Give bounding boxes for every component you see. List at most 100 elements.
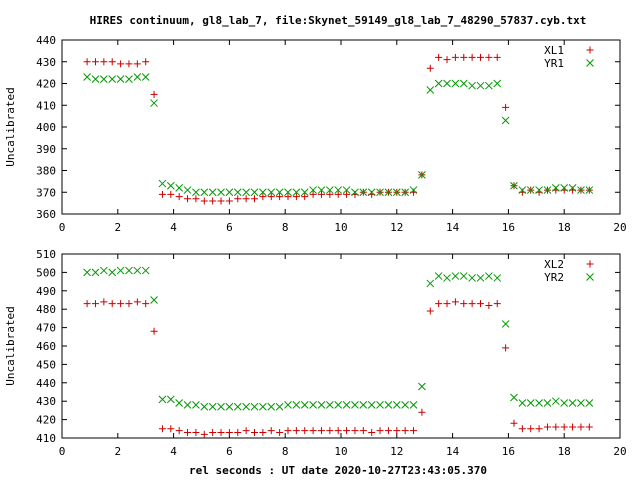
cross-marker <box>267 402 276 411</box>
x-tick-label: 8 <box>282 221 289 234</box>
legend-label: YR2 <box>544 271 564 284</box>
data-point <box>158 190 166 198</box>
data-point <box>468 53 476 61</box>
data-point <box>334 186 343 194</box>
plus-marker <box>543 423 551 431</box>
data-point <box>91 75 100 84</box>
plus-marker <box>585 423 593 431</box>
data-point <box>535 186 543 194</box>
data-point <box>300 401 309 409</box>
data-point <box>577 186 585 194</box>
plus-marker <box>418 408 426 416</box>
data-point <box>83 300 91 308</box>
plus-marker <box>510 419 518 427</box>
plus-marker <box>317 427 325 435</box>
cross-marker <box>125 75 133 84</box>
cross-marker <box>376 188 384 197</box>
data-point <box>376 427 384 435</box>
chart-panel-1: 0 2 4 6 8 10 12 14 16 18 20 360 370 380 390 400 410 420 43… <box>4 34 627 234</box>
cross-marker <box>108 268 117 277</box>
data-point <box>351 188 359 197</box>
y-tick-label: 380 <box>36 165 56 178</box>
cross-marker <box>242 402 250 411</box>
cross-marker <box>568 184 577 192</box>
data-point <box>83 58 91 66</box>
legend-label: YR1 <box>544 57 564 70</box>
data-point <box>91 300 99 308</box>
data-point <box>158 179 167 188</box>
data-point <box>108 75 117 84</box>
data-point <box>116 266 125 275</box>
cross-marker <box>166 395 175 404</box>
data-point <box>435 300 443 308</box>
x-tick-label: 12 <box>390 445 403 458</box>
cross-marker <box>560 399 569 407</box>
x-tick-label: 10 <box>334 221 347 234</box>
data-point <box>100 58 108 66</box>
data-point <box>83 268 91 277</box>
data-point <box>359 188 368 197</box>
data-point <box>543 186 552 194</box>
cross-marker <box>83 73 91 81</box>
data-point <box>384 401 393 409</box>
cross-marker <box>518 186 527 194</box>
data-point <box>493 79 502 88</box>
x-tick-label: 2 <box>114 445 121 458</box>
data-point <box>233 188 242 197</box>
data-point <box>568 399 577 407</box>
data-point <box>392 188 401 197</box>
cross-marker <box>451 272 460 280</box>
data-point <box>276 193 284 201</box>
data-point <box>217 402 225 411</box>
cross-marker <box>418 170 426 179</box>
data-point <box>518 425 526 433</box>
plus-marker <box>108 300 116 308</box>
data-point <box>309 190 317 198</box>
cross-marker <box>183 186 192 194</box>
data-point <box>192 428 200 436</box>
cross-marker <box>351 188 359 197</box>
cross-marker <box>334 401 343 409</box>
data-point <box>477 300 484 308</box>
cross-marker <box>150 296 158 304</box>
x-tick-label: 10 <box>334 445 347 458</box>
data-point <box>192 401 200 409</box>
cross-marker <box>200 188 209 197</box>
data-point <box>175 184 184 192</box>
cross-marker <box>259 188 267 197</box>
cross-marker <box>309 401 317 409</box>
data-point <box>217 188 225 197</box>
legend-cross-marker <box>586 273 594 281</box>
data-point <box>292 188 301 197</box>
data-point <box>284 193 292 201</box>
plus-marker <box>217 197 225 205</box>
data-point <box>435 53 443 61</box>
y-tick-label: 490 <box>36 285 56 298</box>
y-tick-label: 370 <box>36 186 56 199</box>
data-point <box>217 197 225 205</box>
data-point <box>342 186 351 194</box>
data-point <box>501 320 510 328</box>
cross-marker <box>99 75 108 84</box>
plus-marker <box>485 302 493 310</box>
cross-marker <box>409 186 418 194</box>
plus-marker <box>301 427 309 435</box>
cross-marker <box>443 274 451 282</box>
plus-marker <box>443 300 451 308</box>
legend-plus-marker <box>586 46 594 54</box>
data-point <box>343 427 351 435</box>
plus-marker <box>91 300 99 308</box>
data-point <box>200 197 208 205</box>
data-point <box>443 300 451 308</box>
cross-marker <box>451 79 460 88</box>
x-tick-label: 4 <box>170 445 177 458</box>
plus-marker <box>410 427 418 435</box>
plus-marker <box>343 190 351 198</box>
data-point <box>208 402 217 411</box>
cross-marker <box>468 81 476 90</box>
plus-marker <box>125 60 133 68</box>
cross-marker <box>116 75 125 84</box>
cross-marker <box>292 401 301 409</box>
data-point <box>502 344 510 352</box>
cross-marker <box>384 401 393 409</box>
